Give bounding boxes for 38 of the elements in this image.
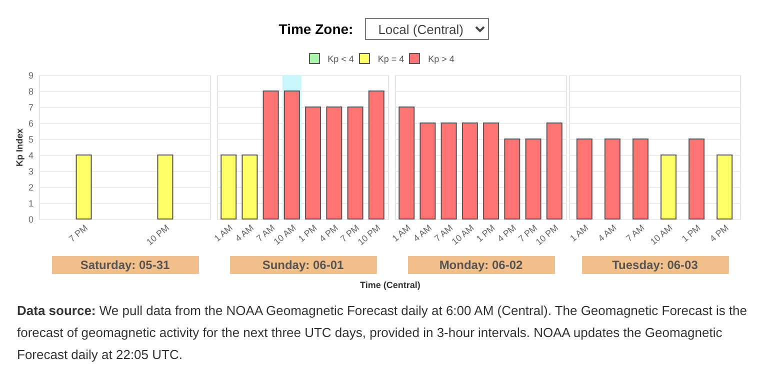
y-tick-label: 9 xyxy=(28,70,34,80)
source-note: Data source: xyxy=(17,303,96,318)
x-tick-label: 7 AM xyxy=(624,222,646,244)
x-tick-label: 10 AM xyxy=(648,222,674,247)
legend-label: Kp > 4 xyxy=(428,52,454,65)
x-tick-label: 4 PM xyxy=(495,222,518,244)
legend-label: Kp = 4 xyxy=(378,52,404,65)
text: Local (Central) xyxy=(365,18,490,40)
y-tick-label: 6 xyxy=(28,118,34,128)
text: Time Zone: xyxy=(278,21,354,37)
y-tick-label: 0 xyxy=(28,214,34,224)
y-tick-label: 4 xyxy=(28,150,34,160)
x-tick-label: 4 AM xyxy=(411,222,434,244)
y-tick-label: 2 xyxy=(28,182,34,192)
x-tick-label: 1 AM xyxy=(212,222,234,244)
x-tick-label: 4 AM xyxy=(233,222,256,244)
x-axis-title: Saturday: 05-31 xyxy=(52,256,198,274)
x-tick-label: 1 PM xyxy=(474,222,497,244)
y-tick-label: 7 xyxy=(28,102,34,112)
x-tick-label: 1 AM xyxy=(568,222,590,244)
x-tick-label: 10 PM xyxy=(144,222,171,248)
y-tick-label: 1 xyxy=(28,198,34,208)
legend-label: Kp < 4 xyxy=(328,52,354,65)
x-axis-title: Tuesday: 06-03 xyxy=(582,256,728,274)
x-tick-label: 4 PM xyxy=(317,222,340,244)
x-axis-title: Monday: 06-02 xyxy=(408,256,554,274)
y-axis-title: Kp Index xyxy=(14,128,24,167)
y-tick-label: 3 xyxy=(28,166,34,176)
x-axis-title: Sunday: 06-01 xyxy=(230,256,376,274)
x-tick-label: 1 PM xyxy=(296,222,319,244)
x-tick-label: 1 AM xyxy=(390,222,412,244)
x-tick-label: 1 PM xyxy=(680,222,702,244)
y-tick-label: 5 xyxy=(28,134,34,144)
x-tick-label: 4 AM xyxy=(596,222,618,244)
y-tick-label: 8 xyxy=(28,86,34,96)
x-tick-label: 7 PM xyxy=(67,222,90,244)
text: Time (Central) xyxy=(360,280,420,290)
x-tick-label: 4 PM xyxy=(708,222,730,244)
